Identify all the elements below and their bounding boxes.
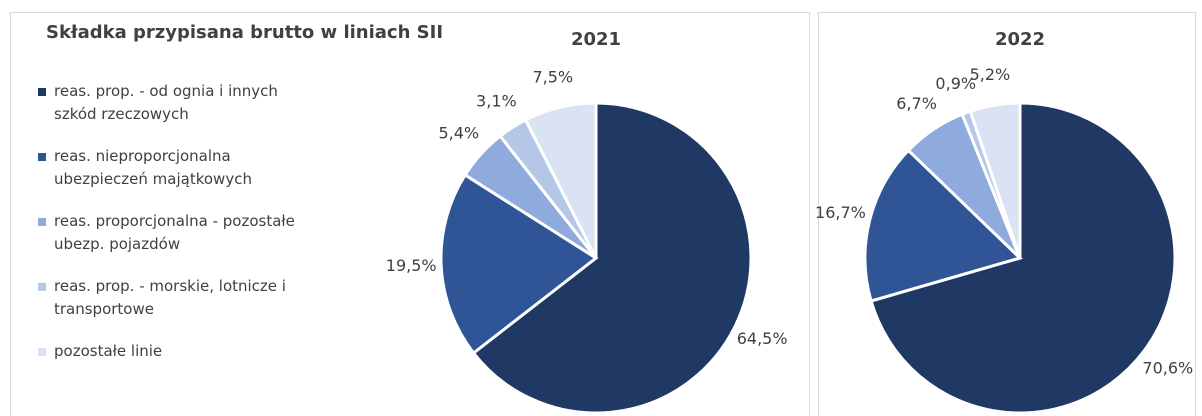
chart-title: 2022 bbox=[995, 29, 1045, 50]
legend-item: pozostałe linie bbox=[38, 340, 298, 363]
chart-title: 2021 bbox=[571, 29, 621, 50]
data-label: 16,7% bbox=[815, 203, 866, 222]
legend-label: pozostałe linie bbox=[54, 342, 163, 360]
legend-swatch bbox=[38, 348, 46, 356]
data-label: 3,1% bbox=[476, 92, 517, 111]
legend-swatch bbox=[38, 218, 46, 226]
pie-slice bbox=[863, 148, 1023, 303]
legend: reas. prop. - od ognia i innych szkód rz… bbox=[38, 80, 298, 382]
data-label: 64,5% bbox=[737, 329, 788, 348]
data-label: 0,9% bbox=[935, 74, 976, 93]
legend-item: reas. nieproporcjonalna ubezpieczeń mają… bbox=[38, 145, 298, 191]
legend-item: reas. proporcjonalna - pozostałe ubezp. … bbox=[38, 210, 298, 256]
data-label: 5,4% bbox=[438, 123, 479, 142]
legend-label: reas. nieproporcjonalna ubezpieczeń mają… bbox=[54, 147, 252, 188]
pie-slice bbox=[471, 101, 753, 415]
legend-item: reas. prop. - od ognia i innych szkód rz… bbox=[38, 80, 298, 126]
legend-label: reas. prop. - morskie, lotnicze i transp… bbox=[54, 277, 286, 318]
data-label: 7,5% bbox=[532, 68, 573, 87]
legend-item: reas. prop. - morskie, lotnicze i transp… bbox=[38, 275, 298, 321]
pie-slice bbox=[523, 101, 598, 259]
legend-label: reas. prop. - od ognia i innych szkód rz… bbox=[54, 82, 278, 123]
heading: Składka przypisana brutto w liniach SII bbox=[46, 22, 444, 43]
data-label: 70,6% bbox=[1142, 359, 1193, 378]
data-label: 5,2% bbox=[970, 65, 1011, 84]
pie-slice bbox=[869, 101, 1177, 415]
data-label: 6,7% bbox=[896, 94, 937, 113]
pie-slice bbox=[439, 172, 599, 356]
pie-slice bbox=[968, 101, 1022, 259]
legend-label: reas. proporcjonalna - pozostałe ubezp. … bbox=[54, 212, 295, 253]
legend-swatch bbox=[38, 153, 46, 161]
legend-swatch bbox=[38, 283, 46, 291]
data-label: 19,5% bbox=[386, 256, 437, 275]
legend-swatch bbox=[38, 88, 46, 96]
